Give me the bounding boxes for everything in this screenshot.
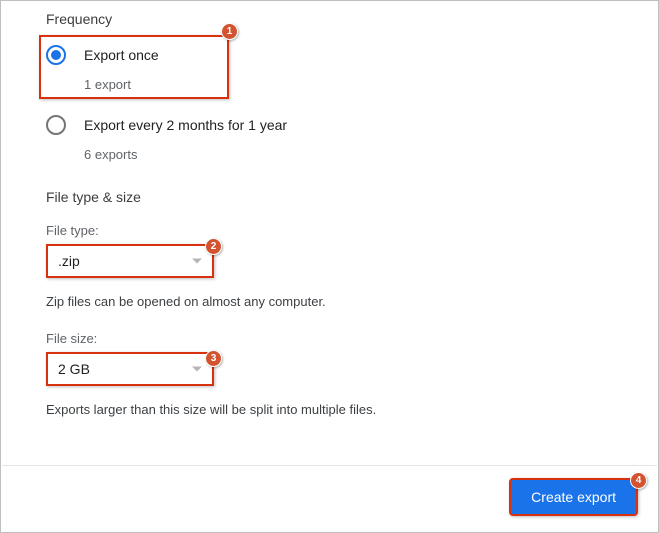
chevron-down-icon: [192, 367, 202, 372]
file-size-dropdown[interactable]: 2 GB: [46, 352, 214, 386]
radio-sublabel: 1 export: [84, 77, 658, 93]
chevron-down-icon: [192, 259, 202, 264]
radio-option-export-once[interactable]: Export once 1 export: [46, 45, 658, 93]
radio-button-icon[interactable]: [46, 45, 66, 65]
file-size-hint: Exports larger than this size will be sp…: [46, 402, 658, 417]
radio-button-icon[interactable]: [46, 115, 66, 135]
file-size-value: 2 GB: [58, 361, 90, 377]
radio-option-export-6x[interactable]: Export every 2 months for 1 year 6 expor…: [46, 115, 658, 163]
file-type-label: File type:: [46, 223, 658, 238]
file-type-size-heading: File type & size: [46, 189, 658, 205]
frequency-heading: Frequency: [46, 11, 658, 27]
file-type-hint: Zip files can be opened on almost any co…: [46, 294, 658, 309]
export-settings-panel: Frequency Export once 1 export Export ev…: [0, 0, 659, 533]
radio-sublabel: 6 exports: [84, 147, 658, 163]
create-export-button[interactable]: Create export: [509, 478, 638, 516]
footer-divider: [2, 465, 657, 466]
file-size-label: File size:: [46, 331, 658, 346]
frequency-radio-group: Export once 1 export Export every 2 mont…: [46, 45, 658, 163]
radio-label: Export once: [84, 45, 658, 65]
radio-label: Export every 2 months for 1 year: [84, 115, 658, 135]
file-type-value: .zip: [58, 253, 80, 269]
file-type-dropdown[interactable]: .zip: [46, 244, 214, 278]
